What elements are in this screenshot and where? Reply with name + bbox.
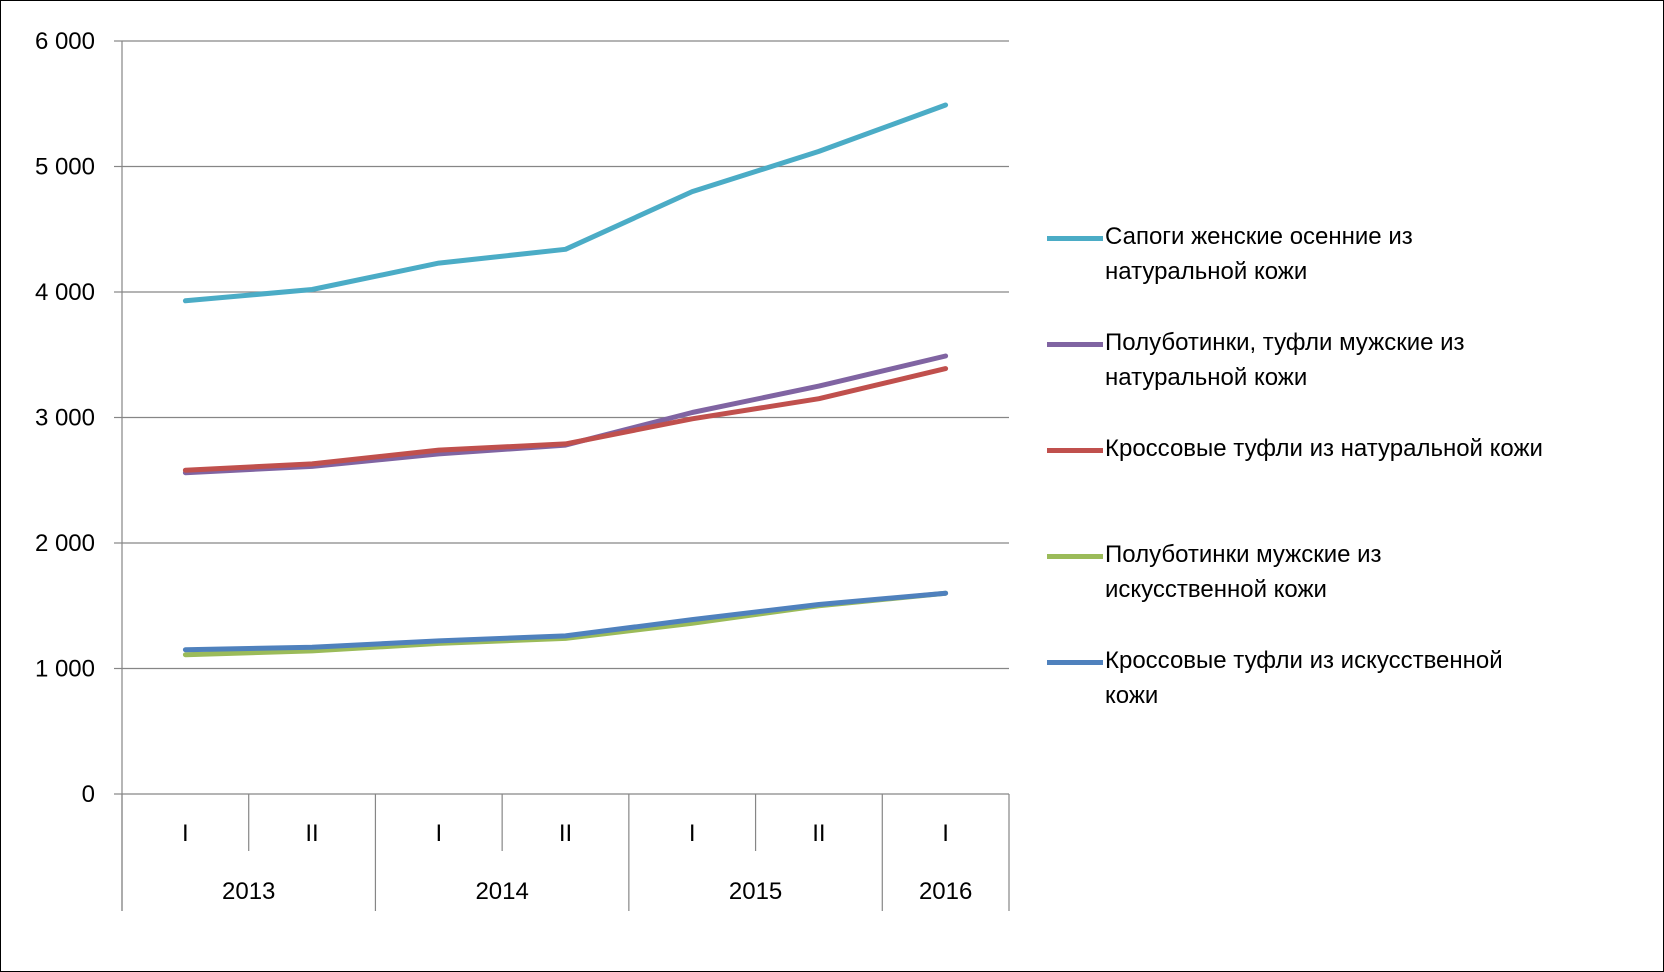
- legend-swatch: [1047, 554, 1103, 559]
- legend-item: Полуботинки, туфли мужские из натурально…: [1047, 325, 1645, 431]
- x-group-label: 2013: [222, 878, 275, 905]
- y-tick-label: 4 000: [35, 279, 95, 306]
- legend-swatch: [1047, 448, 1103, 453]
- legend-label: Полуботинки мужские из искусственной кож…: [1105, 541, 1382, 603]
- legend-item: Кроссовые туфли из натуральной кожи: [1047, 431, 1645, 537]
- x-tick-label: I: [182, 820, 189, 847]
- x-group-label: 2014: [475, 878, 528, 905]
- legend-swatch: [1047, 660, 1103, 665]
- legend-item: Полуботинки мужские из искусственной кож…: [1047, 537, 1645, 643]
- legend-item: Кроссовые туфли из искусственной кожи: [1047, 643, 1645, 749]
- series-line-2: [182, 353, 949, 476]
- y-tick-label: 0: [82, 781, 95, 808]
- series-line-5: [182, 590, 949, 653]
- legend-label: Кроссовые туфли из искусственной кожи: [1105, 647, 1503, 709]
- legend-swatch: [1047, 236, 1103, 241]
- y-tick-label: 1 000: [35, 656, 95, 683]
- x-tick-label: I: [435, 820, 442, 847]
- x-tick-label: I: [942, 820, 949, 847]
- legend-label: Кроссовые туфли из натуральной кожи: [1105, 435, 1543, 462]
- x-tick-label: I: [689, 820, 696, 847]
- legend-swatch: [1047, 342, 1103, 347]
- y-axis: 0 1 000 2 000 3 000 4 000 5 000 6 000: [35, 28, 123, 911]
- legend-label: Полуботинки, туфли мужские из натурально…: [1105, 329, 1465, 391]
- series-lines: [182, 102, 949, 658]
- x-group-label: 2016: [919, 878, 972, 905]
- legend-item: Сапоги женские осенние из натуральной ко…: [1047, 219, 1645, 325]
- x-tick-label: II: [305, 820, 318, 847]
- series-line-1: [182, 102, 949, 304]
- legend-label: Сапоги женские осенние из натуральной ко…: [1105, 223, 1413, 285]
- y-tick-label: 6 000: [35, 28, 95, 55]
- gridlines: [122, 40, 1009, 795]
- y-tick-label: 2 000: [35, 530, 95, 557]
- legend: Сапоги женские осенние из натуральной ко…: [1047, 219, 1645, 749]
- x-group-label: 2015: [729, 878, 782, 905]
- series-line-3: [182, 366, 949, 473]
- y-tick-label: 3 000: [35, 405, 95, 432]
- x-tick-label: II: [559, 820, 572, 847]
- y-tick-label: 5 000: [35, 154, 95, 181]
- x-tick-label: II: [812, 820, 825, 847]
